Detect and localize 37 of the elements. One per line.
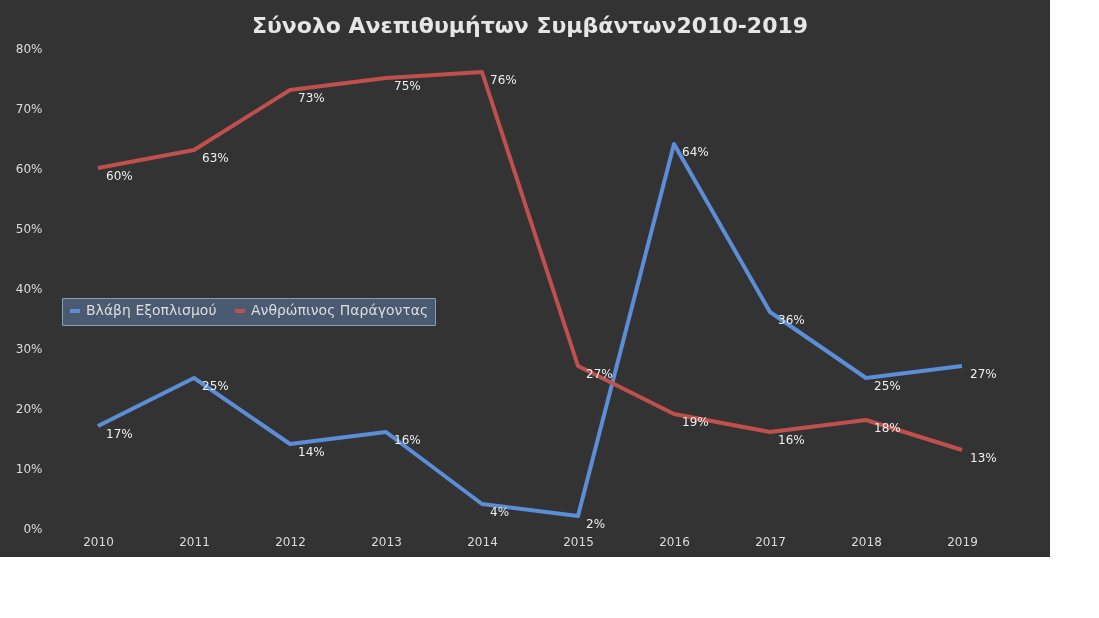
data-label: 19% xyxy=(682,415,709,429)
data-label: 2% xyxy=(586,517,606,531)
data-label: 14% xyxy=(298,445,325,459)
data-label: 27% xyxy=(970,367,997,381)
data-label: 4% xyxy=(490,505,510,519)
y-tick-label: 60% xyxy=(15,161,43,176)
y-tick-label: 0% xyxy=(23,521,43,536)
x-tick-label: 2018 xyxy=(851,534,882,549)
y-tick-label: 80% xyxy=(15,41,43,56)
y-tick-label: 30% xyxy=(15,341,43,356)
x-tick-label: 2015 xyxy=(563,534,594,549)
data-label: 25% xyxy=(874,379,901,393)
data-label: 73% xyxy=(298,91,325,105)
legend-label: Ανθρώπινος Παράγοντας xyxy=(251,302,429,318)
data-label: 75% xyxy=(394,79,421,93)
x-tick-label: 2016 xyxy=(659,534,690,549)
data-label: 63% xyxy=(202,151,229,165)
data-label: 60% xyxy=(106,169,133,183)
y-tick-label: 50% xyxy=(15,221,43,236)
x-tick-label: 2019 xyxy=(947,534,978,549)
data-label: 17% xyxy=(106,427,133,441)
data-label: 64% xyxy=(682,145,709,159)
data-label: 13% xyxy=(970,451,997,465)
x-tick-label: 2011 xyxy=(179,534,210,549)
data-label: 76% xyxy=(490,73,517,87)
x-tick-label: 2012 xyxy=(275,534,306,549)
y-tick-label: 20% xyxy=(15,401,43,416)
y-tick-label: 70% xyxy=(15,101,43,116)
chart-title: Σύνολο Ανεπιθυμήτων Συμβάντων2010-2019 xyxy=(251,13,809,38)
data-label: 16% xyxy=(778,433,805,447)
y-tick-label: 40% xyxy=(15,281,43,296)
x-tick-label: 2010 xyxy=(83,534,114,549)
x-tick-label: 2014 xyxy=(467,534,498,549)
x-tick-label: 2013 xyxy=(371,534,402,549)
legend-label: Βλάβη Εξοπλισμού xyxy=(86,302,217,318)
x-tick-label: 2017 xyxy=(755,534,786,549)
y-tick-label: 10% xyxy=(15,461,43,476)
